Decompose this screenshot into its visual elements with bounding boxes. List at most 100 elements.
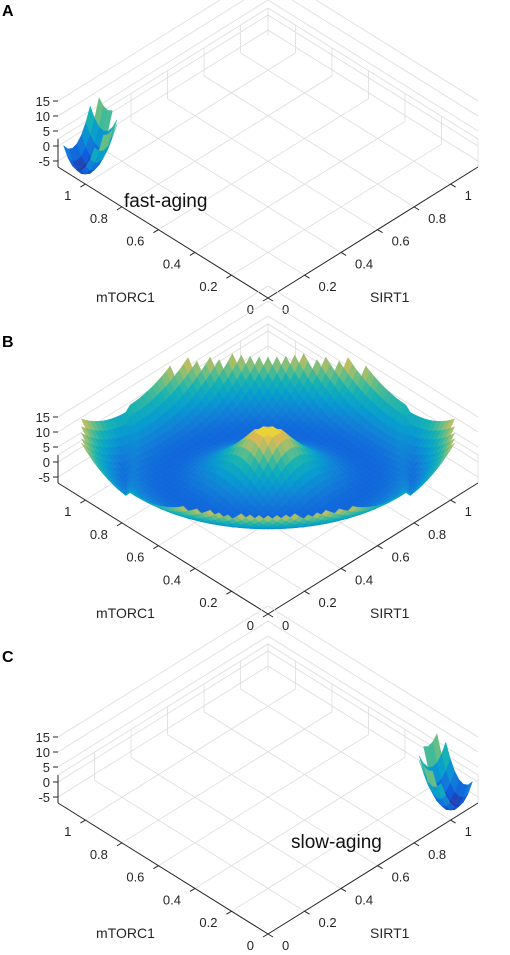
z-tick-label: -5 <box>38 154 50 169</box>
y-tick-label: 0.2 <box>199 595 217 610</box>
floor-gridline <box>94 143 305 276</box>
x-tick-mark <box>267 613 274 618</box>
floor-gridline <box>231 143 442 276</box>
surface-patch <box>321 509 331 517</box>
surface-plot-b <box>80 353 456 530</box>
annotation-fast-aging: fast-aging <box>124 191 207 212</box>
x-tick-mark <box>340 888 347 892</box>
z-tick-label: 5 <box>43 760 50 775</box>
y-tick-label: 0.8 <box>90 847 108 862</box>
y-tick-mark <box>262 613 269 618</box>
x-axis-line <box>267 482 479 615</box>
floor-gridline <box>158 98 369 230</box>
y-tick-mark <box>80 819 86 824</box>
y-tick-label: 0.8 <box>90 211 108 226</box>
surface-patch <box>436 783 447 799</box>
x-tick-mark <box>377 229 383 234</box>
x-axis-line <box>267 166 479 299</box>
wall-gridline <box>57 0 245 117</box>
y-tick-mark <box>80 499 86 504</box>
surface-patch <box>236 513 247 521</box>
x-tick-mark <box>450 499 456 504</box>
surface-patch <box>280 514 291 522</box>
wall-gridline <box>315 0 479 102</box>
y-axis-label-a: mTORC1 <box>96 289 155 305</box>
x-tick-mark <box>450 183 456 188</box>
z-tick-label: 0 <box>43 455 50 470</box>
x-tick-mark <box>413 206 420 211</box>
wall-gridline <box>291 0 479 117</box>
floor-gridline <box>85 52 296 185</box>
wall-gridline <box>57 605 269 738</box>
wall-gridline <box>57 300 269 433</box>
floor-gridline <box>158 734 369 866</box>
y-axis-label-c: mTORC1 <box>96 925 155 941</box>
x-tick-label: 0 <box>282 938 289 953</box>
surface-patch <box>312 512 322 519</box>
panel-label-c: C <box>2 649 14 666</box>
wall-gridline <box>267 29 479 162</box>
z-tick-label: -5 <box>38 470 50 485</box>
floor-gridline <box>167 734 378 866</box>
wall-gridline <box>57 643 269 776</box>
x-tick-mark <box>413 842 420 847</box>
x-tick-label: 1 <box>465 824 472 839</box>
x-tick-label: 0.8 <box>428 211 446 226</box>
surface-patch <box>178 506 189 512</box>
floor-gridline <box>194 757 406 889</box>
wall-gridline <box>267 620 479 753</box>
surface-patch <box>289 513 300 521</box>
y-tick-mark <box>226 590 232 595</box>
x-tick-mark <box>377 545 383 550</box>
y-tick-label: 1 <box>64 188 71 203</box>
floor-gridline <box>85 688 296 821</box>
y-tick-label: 0 <box>247 618 254 633</box>
x-tick-label: 0 <box>282 302 289 317</box>
x-tick-label: 0.2 <box>319 915 337 930</box>
x-tick-label: 0.6 <box>392 550 410 565</box>
y-tick-label: 1 <box>64 504 71 519</box>
x-tick-mark <box>413 522 420 527</box>
surface-plot-c <box>419 733 473 811</box>
x-tick-mark <box>450 819 456 824</box>
x-tick-mark <box>340 568 347 572</box>
surface-patch <box>263 515 273 522</box>
x-tick-label: 0.8 <box>428 527 446 542</box>
y-tick-mark <box>262 297 269 302</box>
surface-patch <box>427 770 438 788</box>
y-tick-label: 0.6 <box>126 870 144 885</box>
floor-gridline <box>94 779 305 912</box>
y-axis-line <box>57 166 269 299</box>
x-tick-label: 0.8 <box>428 847 446 862</box>
floor-gridline <box>121 711 333 844</box>
y-tick-mark <box>226 274 232 279</box>
wall-gridline <box>57 0 221 102</box>
wall-gridline <box>267 0 479 132</box>
surface-patch <box>334 508 344 515</box>
y-tick-label: 0.8 <box>90 527 108 542</box>
z-tick-label: 0 <box>43 139 50 154</box>
floor-gridline <box>167 98 378 230</box>
x-tick-label: 0.6 <box>392 234 410 249</box>
y-tick-label: 1 <box>64 824 71 839</box>
z-tick-label: 15 <box>36 94 50 109</box>
y-tick-mark <box>116 842 123 847</box>
y-tick-label: 0.6 <box>126 234 144 249</box>
surface-patch <box>98 134 109 152</box>
y-tick-label: 0 <box>247 302 254 317</box>
z-tick-label: 0 <box>43 775 50 790</box>
wall-gridline <box>267 605 479 738</box>
x-tick-label: 1 <box>465 504 472 519</box>
wall-gridline <box>267 14 479 147</box>
wall-gridline <box>57 285 269 418</box>
x-tick-mark <box>340 252 347 256</box>
y-tick-label: 0 <box>247 938 254 953</box>
x-axis-label-a: SIRT1 <box>370 289 410 305</box>
y-tick-mark <box>226 910 232 915</box>
z-tick-label: 15 <box>36 730 50 745</box>
x-tick-label: 0.4 <box>355 892 373 907</box>
